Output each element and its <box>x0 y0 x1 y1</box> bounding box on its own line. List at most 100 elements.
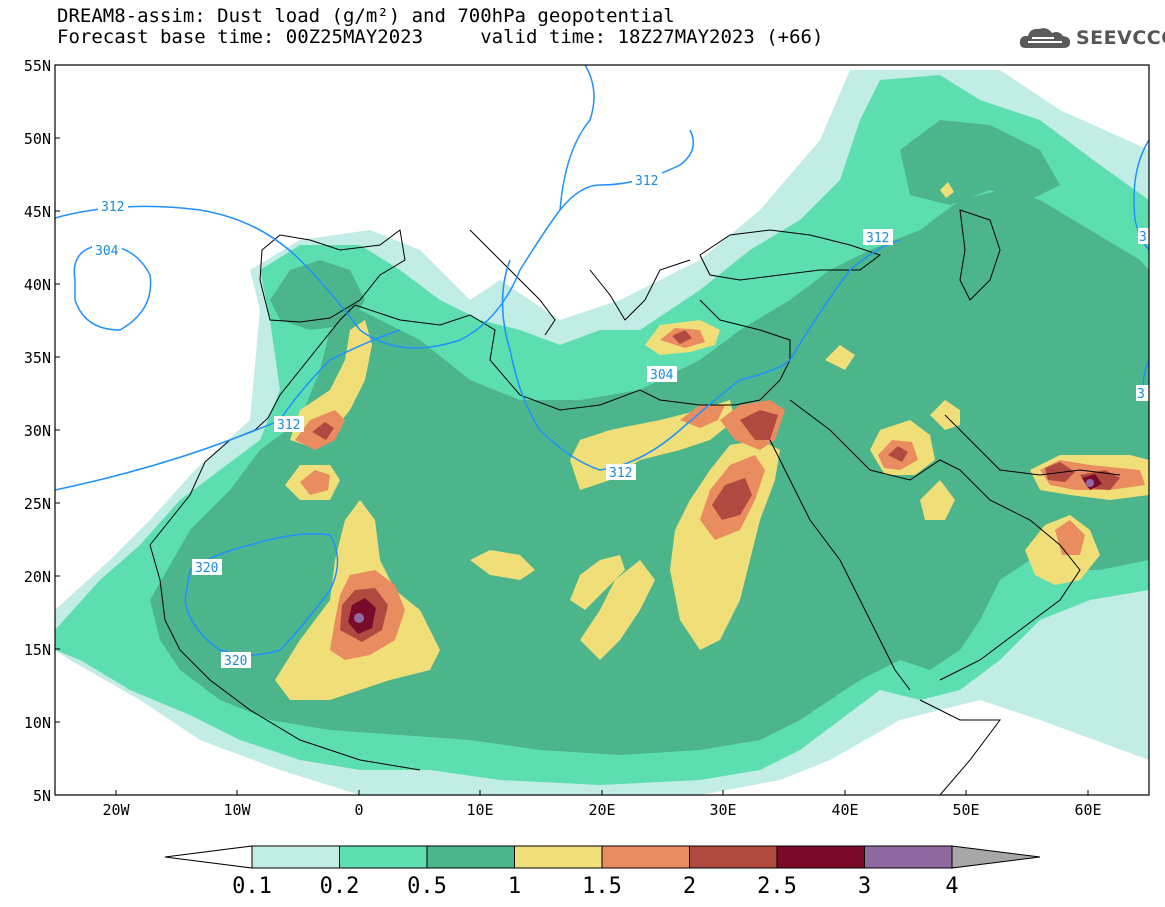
colorbar-swatch-4 <box>601 845 690 869</box>
colorbar-swatch-2 <box>426 845 515 869</box>
lon-label-10e: 10E <box>466 801 493 819</box>
coastline-west-africa <box>149 304 356 546</box>
contour-label-text-8: 320 <box>224 654 247 669</box>
lon-label-0: 0 <box>354 801 363 819</box>
dust-layer-1-arabia <box>920 480 955 520</box>
dust-layer-1-5-oman <box>1055 520 1085 555</box>
contour-304-low <box>73 244 152 331</box>
colorbar-swatch-3 <box>514 845 603 869</box>
forecast-time-subtitle: Forecast base time: 00Z25MAY2023 valid t… <box>57 26 824 48</box>
contour-312-north-2 <box>559 65 595 211</box>
latitude-axis: 55N 50N 45N 40N 35N 30N 25N 20N 15N 10N … <box>24 57 60 805</box>
coastline-black-sea <box>699 229 882 281</box>
cloud-icon <box>1019 28 1071 48</box>
contour-label-10: 3 <box>1136 385 1149 402</box>
colorbar-label-4: 1.5 <box>582 874 622 899</box>
coastline-horn-africa <box>919 699 1001 795</box>
lon-label-20e: 20E <box>588 801 615 819</box>
lon-label-50e: 50E <box>952 801 979 819</box>
colorbar: 0.1 0.2 0.5 1 1.5 2 2.5 3 4 <box>164 845 1041 899</box>
dust-field <box>55 65 1149 795</box>
contour-312-north <box>55 129 695 349</box>
coastline-persian-gulf <box>944 414 1121 476</box>
lat-label-50: 50N <box>24 130 51 148</box>
contour-label-text-2: 312 <box>635 174 658 189</box>
lon-label-30e: 30E <box>709 801 736 819</box>
colorbar-label-6: 2.5 <box>757 874 797 899</box>
colorbar-over-triangle <box>951 845 1041 869</box>
dust-layer-2-egypt <box>712 478 752 520</box>
dust-layer-2-sinai <box>740 410 778 440</box>
contour-label-6: 312 <box>606 464 636 481</box>
dust-layer-2-iraq <box>888 446 908 462</box>
dust-layer-0-5-iberia <box>270 260 365 330</box>
dust-layer-1-atlas <box>290 320 372 445</box>
contour-label-text-1: 304 <box>95 244 119 259</box>
coastline-red-sea <box>769 439 911 691</box>
colorbar-label-3: 1 <box>508 874 521 899</box>
contour-label-text-6: 312 <box>609 466 632 481</box>
coastline-iberia <box>259 229 406 323</box>
colorbar-swatch-1 <box>339 845 428 869</box>
lat-label-10: 10N <box>24 714 51 732</box>
lat-label-30: 30N <box>24 422 51 440</box>
dust-layer-1-niger <box>470 550 535 580</box>
dust-layer-3-gulf <box>1086 479 1094 487</box>
seevccc-logo: SEEVCCC <box>1018 24 1165 52</box>
map-title: DREAM8-assim: Dust load (g/m²) and 700hP… <box>57 5 675 27</box>
coastline-greece <box>589 259 691 321</box>
coastline-caspian <box>959 209 1001 301</box>
logo-text: SEEVCCC <box>1076 27 1165 49</box>
dust-layer-1-5-libya <box>680 405 725 428</box>
coastline-arabia <box>789 399 1081 681</box>
contour-label-text-5: 312 <box>277 418 300 433</box>
colorbar-swatch-0 <box>251 845 340 869</box>
lat-label-25: 25N <box>24 495 51 513</box>
dust-layer-1-chad <box>580 560 655 660</box>
coastline-west-africa-south <box>149 544 421 771</box>
lat-label-5: 5N <box>33 787 51 805</box>
lon-label-20w: 20W <box>102 801 130 819</box>
coastlines <box>149 209 1121 795</box>
contour-label-text-7: 320 <box>195 561 218 576</box>
lon-label-40e: 40E <box>831 801 858 819</box>
lat-label-55: 55N <box>24 57 51 75</box>
dust-layer-1-5-mauritania <box>300 470 330 495</box>
dust-layer-1-levant <box>825 345 855 370</box>
colorbar-label-5: 2 <box>683 874 696 899</box>
colorbar-label-0: 0.1 <box>232 874 272 899</box>
colorbar-swatch-6 <box>776 845 865 869</box>
coastline-north-africa <box>354 304 761 411</box>
contour-320 <box>184 533 339 656</box>
coastline-italy <box>469 229 556 336</box>
contour-label-0: 312 <box>98 198 128 215</box>
lat-label-20: 20N <box>24 568 51 586</box>
lon-label-60e: 60E <box>1074 801 1101 819</box>
contour-label-8: 320 <box>221 652 251 669</box>
contour-label-text-4: 304 <box>650 368 674 383</box>
contour-label-text-3: 312 <box>866 231 889 246</box>
contour-label-3: 312 <box>863 229 893 246</box>
colorbar-swatch-5 <box>689 845 778 869</box>
lat-label-35: 35N <box>24 349 51 367</box>
colorbar-label-7: 3 <box>858 874 871 899</box>
dust-layer-0-5-north <box>900 120 1060 205</box>
contour-label-7: 320 <box>192 559 222 576</box>
contour-label-text-0: 312 <box>101 200 124 215</box>
dust-layer-3 <box>354 613 364 623</box>
contour-label-group: 312 304 312 312 304 312 312 320 320 3 3 <box>92 172 1149 669</box>
dust-layer-1-kz <box>940 182 954 198</box>
contour-label-1: 304 <box>92 242 122 259</box>
dust-layer-2-morocco <box>312 422 334 440</box>
lat-label-40: 40N <box>24 276 51 294</box>
contour-label-text-9: 3 <box>1139 230 1147 245</box>
contour-label-4: 304 <box>647 366 677 383</box>
contour-label-2: 312 <box>632 172 662 189</box>
coastline-levant <box>699 299 791 401</box>
colorbar-label-1: 0.2 <box>320 874 360 899</box>
lat-label-15: 15N <box>24 641 51 659</box>
colorbar-swatch-7 <box>864 845 953 869</box>
dust-layer-1-sahel <box>570 555 625 610</box>
contour-304-mid <box>501 259 791 471</box>
